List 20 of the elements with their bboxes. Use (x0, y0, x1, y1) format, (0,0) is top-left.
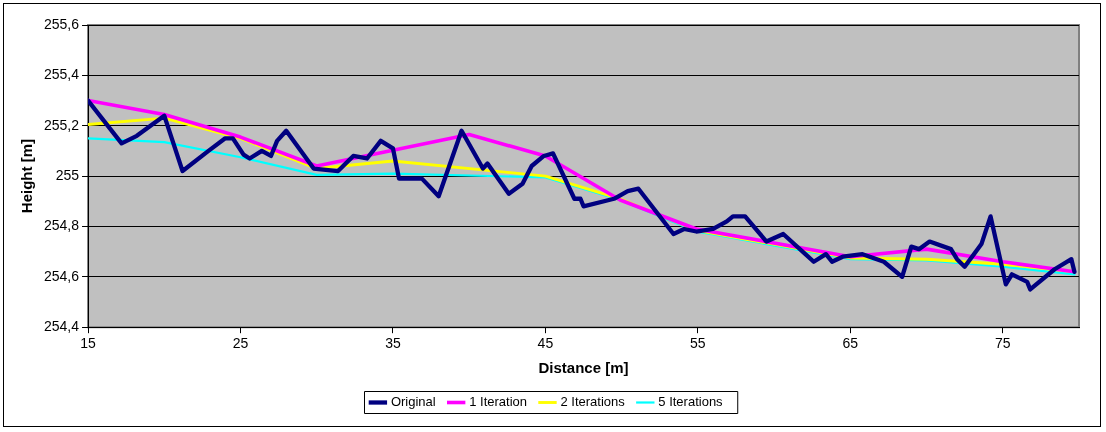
x-tick-label: 45 (537, 335, 554, 352)
legend-label: Original (390, 394, 436, 410)
y-axis-title: Height [m] (18, 139, 36, 214)
legend-label: 2 Iterations (560, 394, 626, 410)
y-tick-label: 255,2 (43, 116, 80, 133)
x-tick-label: 75 (994, 335, 1011, 352)
y-tick-label: 255 (55, 166, 80, 183)
x-tick-label: 55 (690, 335, 706, 352)
x-tick-label: 25 (232, 335, 249, 352)
x-axis-title: Distance [m] (538, 359, 629, 377)
x-tick-label: 35 (385, 335, 401, 352)
y-tick-label: 255,6 (43, 15, 80, 32)
y-tick-label: 254,4 (43, 318, 80, 335)
legend-label: 1 Iteration (469, 394, 527, 410)
legend-label: 5 Iterations (658, 394, 724, 410)
y-tick-label: 254,6 (43, 267, 80, 284)
x-tick-label: 15 (80, 335, 97, 352)
x-tick-label: 65 (842, 335, 859, 352)
y-tick-label: 255,4 (43, 66, 80, 83)
y-tick-label: 254,8 (43, 217, 80, 234)
